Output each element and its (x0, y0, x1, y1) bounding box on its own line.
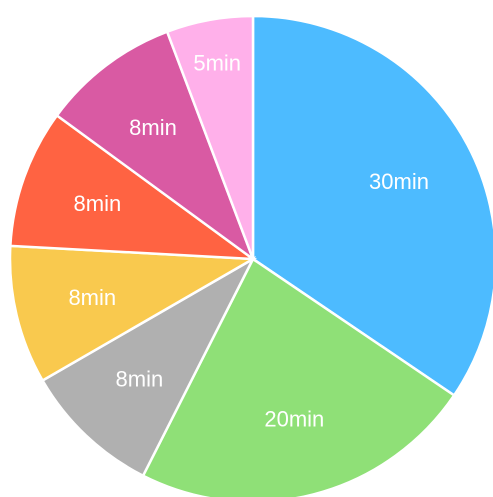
pie-slice-4 (9, 113, 258, 261)
pie-slice-5 (55, 30, 256, 263)
pie-slice-1 (141, 257, 456, 497)
pie-slice-label-6: 5min (193, 50, 241, 75)
pie-slice-label-2: 8min (116, 366, 164, 391)
pie-slice-6 (165, 14, 255, 260)
pie-slice-label-3: 8min (68, 285, 116, 310)
pie-slice-label-5: 8min (129, 115, 177, 140)
pie-slices (8, 14, 493, 497)
pie-labels: 30min 20min 8min 8min 8min 8min 5min (68, 50, 429, 431)
pie-slice-label-1: 20min (264, 406, 324, 431)
pie-slice-0 (251, 14, 493, 398)
pie-slice-label-4: 8min (74, 191, 122, 216)
pie-slice-label-0: 30min (369, 169, 429, 194)
pie-slice-2 (40, 255, 257, 478)
pie-slice-3 (8, 244, 258, 383)
